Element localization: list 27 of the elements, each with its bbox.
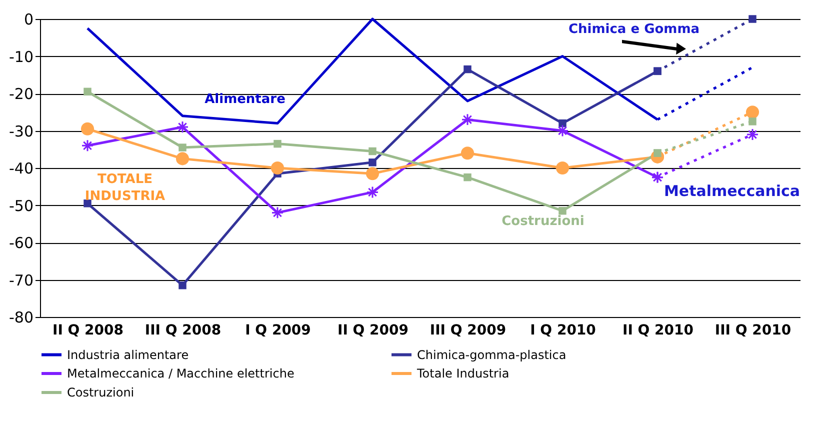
y-tick-label: -10 — [9, 48, 34, 66]
legend-label: Costruzioni — [67, 386, 134, 400]
annotation: TOTALE INDUSTRIA — [84, 172, 166, 204]
legend-label: Metalmeccanica / Macchine elettriche — [67, 366, 294, 380]
annotation: Chimica e Gomma — [568, 22, 700, 37]
x-tick-label: III Q 2010 — [714, 322, 792, 338]
x-tick-label: II Q 2010 — [622, 322, 694, 338]
x-tick-label: II Q 2009 — [337, 322, 409, 338]
y-tick-label: 0 — [24, 10, 34, 28]
y-tick-label: -70 — [9, 271, 34, 290]
x-tick-label: III Q 2008 — [144, 322, 222, 338]
annotation: Costruzioni — [502, 214, 584, 229]
annotation: Alimentare — [204, 92, 286, 107]
legend-label: Industria alimentare — [67, 348, 189, 362]
annotation: Metalmeccanica — [664, 182, 800, 200]
legend-label: Totale Industria — [416, 366, 510, 380]
legend-label: Chimica-gomma-plastica — [417, 348, 566, 362]
x-tick-label: III Q 2009 — [430, 322, 506, 338]
y-tick-label: -50 — [9, 196, 34, 215]
y-tick-label: -80 — [9, 308, 34, 326]
x-tick-label: II Q 2008 — [52, 322, 124, 338]
y-tick-label: -20 — [9, 85, 34, 103]
x-tick-label: I Q 2009 — [245, 322, 311, 338]
y-tick-label: -30 — [9, 122, 34, 140]
x-tick-label: I Q 2010 — [530, 322, 596, 338]
y-tick-label: -40 — [9, 160, 34, 178]
y-tick-label: -60 — [9, 234, 34, 252]
